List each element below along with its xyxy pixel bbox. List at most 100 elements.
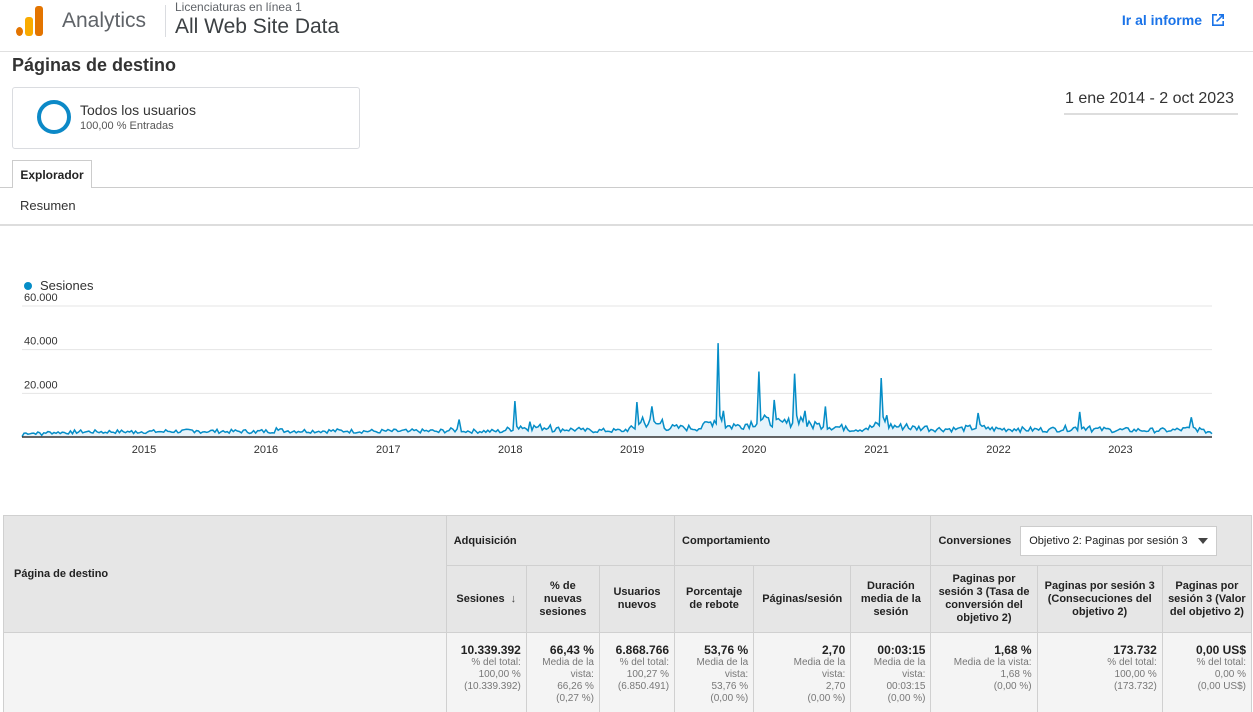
total-l1: % del total:: [471, 657, 521, 668]
total-l4: (0,00 %): [710, 693, 749, 704]
external-link-icon: [1212, 14, 1224, 26]
property-view-selector[interactable]: All Web Site Data: [175, 15, 340, 38]
y-tick-label: 60.000: [24, 292, 58, 304]
total-l4: (0,00 %): [807, 693, 846, 704]
x-tick-label: 2020: [742, 444, 766, 456]
total-value: 6.868.766: [615, 643, 670, 657]
legend-dot-icon: [24, 281, 32, 290]
total-l3: (10.339.392): [464, 681, 521, 692]
total-value: 0,00 US$: [1195, 643, 1246, 657]
col-new-users[interactable]: Usuarios nuevos: [598, 565, 676, 633]
total-l2: vista:: [724, 669, 749, 680]
totals-cell: 00:03:15 Media de la vista: 00:03:15 (0,00 %…: [850, 632, 932, 712]
col-pages-per-session[interactable]: Páginas/sesión: [753, 565, 852, 633]
x-tick-label: 2018: [498, 444, 522, 456]
legend-label: Sesiones: [40, 278, 94, 293]
chart-legend: Sesiones: [24, 278, 93, 293]
divider: [165, 5, 166, 37]
total-l2: vista:: [570, 669, 594, 680]
x-tick-label: 2021: [864, 444, 888, 456]
dimension-header[interactable]: Página de destino: [3, 515, 447, 633]
analytics-logo-icon: [16, 6, 44, 36]
total-value: 173.732: [1113, 643, 1157, 657]
x-tick-label: 2016: [254, 444, 278, 456]
total-l2: vista:: [902, 669, 926, 680]
total-l3: 2,70: [825, 681, 846, 692]
total-l2: 1,68 %: [1000, 669, 1032, 680]
go-to-report-label: Ir al informe: [1121, 12, 1202, 28]
totals-row: 10.339.392% del total: 100,00 % (10.339.39…: [3, 632, 1253, 712]
group-conversions: Conversiones Objetivo 2: Paginas por ses…: [930, 515, 1252, 566]
top-bar: Analytics Licenciaturas en línea 1 All W…: [0, 0, 1253, 52]
x-tick-label: 2015: [132, 444, 156, 456]
col-sessions[interactable]: Sesiones ↓: [445, 565, 527, 633]
total-l1: % del total:: [619, 657, 670, 668]
totals-cell: 2,70 Media de la vista: 2,70 (0,00 %): [753, 632, 852, 712]
total-l3: (0,00 US$): [1197, 681, 1246, 692]
chart-plot: 60.000 40.000 20.000 2015 2016 2017 2018 2019 20…: [21, 292, 1213, 456]
totals-cell: 6.868.766% del total: 100,27 % (6.850.491): [598, 632, 676, 712]
y-tick-label: 20.000: [24, 379, 58, 391]
col-new-sessions-pct[interactable]: % de nuevas sesiones: [525, 565, 600, 633]
total-value: 53,76 %: [704, 643, 749, 657]
total-l2: 100,00 %: [478, 669, 521, 680]
total-value: 00:03:15: [877, 643, 926, 657]
subtab-summary[interactable]: Resumen: [20, 198, 76, 213]
totals-cell: 0,00 US$% del total: 0,00 % (0,00 US$): [1161, 632, 1253, 712]
sort-down-arrow-icon: ↓: [510, 592, 517, 605]
total-l4: (0,27 %): [556, 693, 594, 704]
col-bounce-rate[interactable]: Porcentaje de rebote: [674, 565, 755, 633]
total-l2: 100,27 %: [626, 669, 670, 680]
col-avg-session-duration[interactable]: Duración media de la sesión: [850, 565, 932, 633]
segment-name: Todos los usuarios: [80, 102, 196, 118]
totals-cell: 66,43 % Media de la vista: 66,26 % (0,27 %): [525, 632, 600, 712]
totals-cell: 10.339.392% del total: 100,00 % (10.339.39…: [445, 632, 527, 712]
segment-card[interactable]: Todos los usuarios 100,00 % Entradas: [12, 87, 360, 149]
tabs-divider: [0, 187, 1253, 188]
segment-ring-icon: [37, 100, 71, 134]
total-l1: Media de la: [873, 657, 926, 668]
total-l1: % del total:: [1107, 657, 1157, 668]
page-title: Páginas de destino: [12, 55, 177, 75]
totals-dimension-cell: [3, 632, 447, 712]
total-l4: (0,00 %): [887, 693, 926, 704]
total-value: 66,43 %: [549, 643, 594, 657]
tab-explorer[interactable]: Explorador: [12, 160, 92, 188]
total-l2: 0,00 %: [1214, 669, 1246, 680]
totals-cell: 53,76 % Media de la vista: 53,76 % (0,00 %): [674, 632, 755, 712]
total-l3: 66,26 %: [557, 681, 594, 692]
date-range-picker[interactable]: 1 ene 2014 - 2 oct 2023: [1064, 90, 1238, 115]
chevron-down-icon: [1197, 537, 1208, 544]
section-divider: [0, 224, 1253, 226]
total-value: 10.339.392: [460, 643, 521, 657]
totals-cell: 1,68 % Media de la vista: 1,68 % (0,00 %): [930, 632, 1038, 712]
totals-cell: 173.732% del total: 100,00 % (173.732): [1036, 632, 1163, 712]
total-l1: Media de la: [793, 657, 846, 668]
total-value: 1,68 %: [994, 643, 1032, 657]
col-sessions-label: Sesiones: [456, 592, 505, 605]
total-l3: (173.732): [1113, 681, 1157, 692]
x-tick-label: 2017: [376, 444, 400, 456]
total-l1: Media de la vista:: [953, 657, 1032, 668]
sessions-chart: Sesiones 60.000 40.000 20.000 2015 2016 2017 2…: [0, 270, 1253, 465]
group-behavior: Comportamiento: [674, 515, 932, 566]
total-l3: (6.850.491): [617, 681, 670, 692]
total-l1: Media de la: [696, 657, 749, 668]
go-to-report-link[interactable]: Ir al informe: [1122, 12, 1226, 28]
account-name[interactable]: Licenciaturas en línea 1: [175, 0, 302, 14]
total-l1: Media de la: [542, 657, 594, 668]
total-l2: vista:: [821, 669, 846, 680]
total-l1: % del total:: [1196, 657, 1246, 668]
total-l2: 100,00 %: [1114, 669, 1157, 680]
total-l3: (0,00 %): [993, 681, 1032, 692]
segment-subtext: 100,00 % Entradas: [80, 120, 174, 132]
objective-dropdown[interactable]: Objetivo 2: Paginas por sesión 3: [1020, 525, 1217, 556]
conversions-label: Conversiones: [938, 534, 1012, 547]
col-goal2-completions[interactable]: Paginas por sesión 3 (Consecuciones del …: [1036, 565, 1163, 633]
x-tick-label: 2019: [620, 444, 644, 456]
col-goal2-value[interactable]: Paginas por sesión 3 (Valor del objetivo…: [1161, 565, 1253, 633]
group-acquisition: Adquisición: [445, 515, 676, 566]
col-goal2-conversion-rate[interactable]: Paginas por sesión 3 (Tasa de conversión…: [930, 565, 1038, 633]
series-line-sesiones: [21, 343, 1213, 437]
x-tick-label: 2023: [1108, 444, 1132, 456]
